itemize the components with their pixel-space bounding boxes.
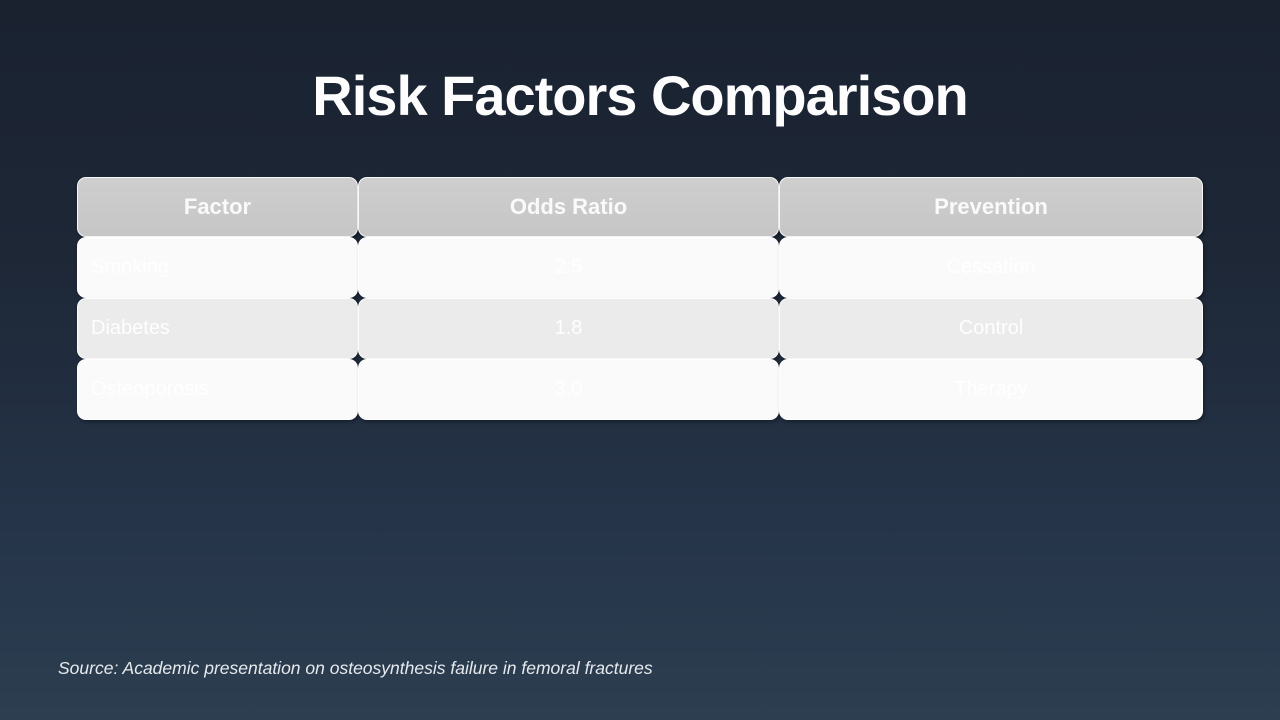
cell-odds-smoking: 2.5	[358, 237, 779, 298]
column-header-factor: Factor	[77, 177, 358, 237]
cell-prevention-osteoporosis: Therapy	[779, 359, 1203, 420]
cell-factor-osteoporosis: Osteoporosis	[77, 359, 358, 420]
column-header-odds-ratio: Odds Ratio	[358, 177, 779, 237]
risk-factors-table: Factor Odds Ratio Prevention Smoking 2.5…	[77, 177, 1203, 420]
column-header-prevention: Prevention	[779, 177, 1203, 237]
table-row: Smoking 2.5 Cessation	[77, 237, 1203, 298]
table-header-row: Factor Odds Ratio Prevention	[77, 177, 1203, 237]
table-row: Diabetes 1.8 Control	[77, 298, 1203, 359]
table-row: Osteoporosis 3.0 Therapy	[77, 359, 1203, 420]
cell-factor-smoking: Smoking	[77, 237, 358, 298]
cell-factor-diabetes: Diabetes	[77, 298, 358, 359]
page-title: Risk Factors Comparison	[312, 64, 968, 127]
source-note: Source: Academic presentation on osteosy…	[58, 658, 653, 678]
cell-prevention-smoking: Cessation	[779, 237, 1203, 298]
cell-prevention-diabetes: Control	[779, 298, 1203, 359]
cell-odds-diabetes: 1.8	[358, 298, 779, 359]
cell-odds-osteoporosis: 3.0	[358, 359, 779, 420]
